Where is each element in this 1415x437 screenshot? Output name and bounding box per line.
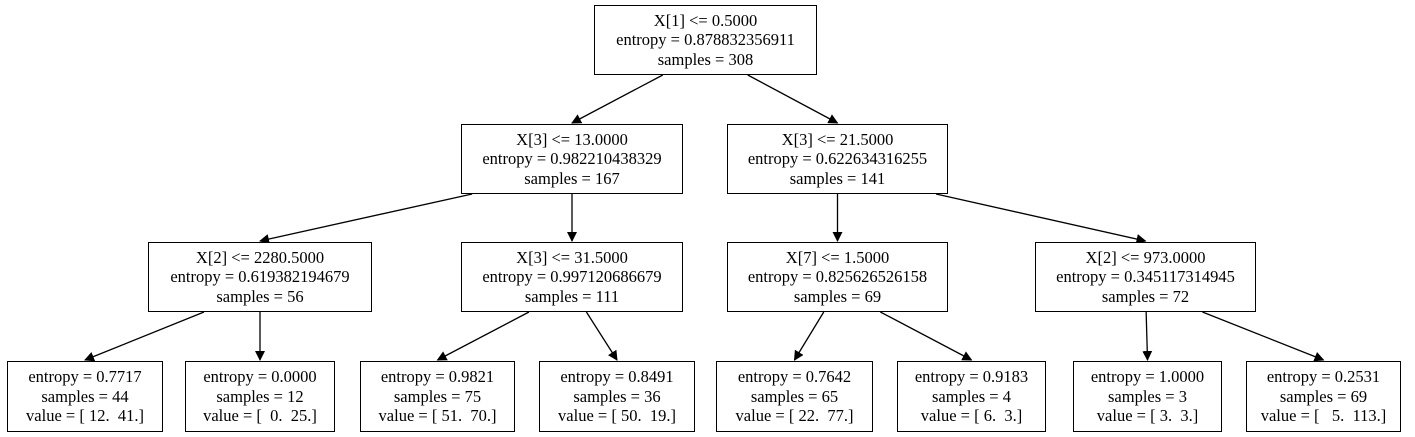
node-line: entropy = 0.8491 <box>560 367 674 387</box>
tree-node-n11: entropy = 0.7642 samples = 65 value = [ 22… <box>716 361 873 432</box>
edge-n3-n7 <box>84 311 205 362</box>
tree-node-n8: entropy = 0.0000 samples = 12 value = [ 0.… <box>185 361 335 432</box>
node-line: samples = 308 <box>657 49 754 69</box>
node-line: X[1] <= 0.5000 <box>653 10 758 30</box>
node-line: entropy = 0.7717 <box>28 367 142 387</box>
node-line: value = [ 22. 77.] <box>735 406 854 426</box>
node-line: samples = 4 <box>932 386 1011 406</box>
edge-n2-n6 <box>935 193 1147 244</box>
node-line: entropy = 0.825626526158 <box>747 267 928 287</box>
node-line: samples = 65 <box>750 386 839 406</box>
node-line: value = [ 12. 41.] <box>26 406 144 426</box>
node-line: samples = 44 <box>41 386 129 406</box>
tree-node-n5: X[7] <= 1.5000 entropy = 0.825626526158 sa… <box>727 242 948 312</box>
node-line: value = [ 6. 3.] <box>920 406 1023 426</box>
node-line: entropy = 0.619382194679 <box>170 267 350 287</box>
tree-node-n7: entropy = 0.7717 samples = 44 value = [ 12… <box>7 361 163 432</box>
node-line: samples = 111 <box>524 286 620 306</box>
node-line: X[7] <= 1.5000 <box>785 247 890 267</box>
node-line: entropy = 0.0000 <box>203 367 317 387</box>
node-line: samples = 75 <box>393 386 482 406</box>
node-line: X[3] <= 21.5000 <box>781 129 894 149</box>
node-line: samples = 69 <box>793 286 882 306</box>
node-line: entropy = 0.345117314945 <box>1056 267 1235 287</box>
node-line: samples = 72 <box>1101 286 1190 306</box>
node-line: entropy = 0.2531 <box>1266 367 1381 387</box>
tree-node-n0: X[1] <= 0.5000 entropy = 0.878832356911 sa… <box>594 5 817 75</box>
tree-node-n10: entropy = 0.8491 samples = 36 value = [ 50… <box>539 361 695 432</box>
node-line: entropy = 1.0000 <box>1090 367 1205 387</box>
node-line: X[2] <= 2280.5000 <box>195 247 325 267</box>
edge-n6-n13 <box>1142 311 1153 361</box>
node-line: samples = 69 <box>1279 386 1368 406</box>
tree-node-n6: X[2] <= 973.0000 entropy = 0.345117314945… <box>1035 242 1256 312</box>
node-line: entropy = 0.9183 <box>914 367 1029 387</box>
edge-n4-n9 <box>436 311 530 361</box>
edge-n0-n2 <box>747 74 839 124</box>
node-line: entropy = 0.7642 <box>737 367 852 387</box>
node-line: samples = 12 <box>216 386 304 406</box>
node-line: value = [ 51. 70.] <box>378 406 497 426</box>
edge-n4-n10 <box>585 311 618 361</box>
edge-n0-n1 <box>571 74 664 124</box>
node-line: samples = 167 <box>524 168 620 188</box>
tree-node-n13: entropy = 1.0000 samples = 3 value = [ 3. … <box>1073 361 1222 432</box>
edge-n5-n12 <box>880 311 973 361</box>
node-line: entropy = 0.982210438329 <box>482 149 662 169</box>
tree-node-n9: entropy = 0.9821 samples = 75 value = [ 51… <box>360 361 515 432</box>
edge-n6-n14 <box>1202 311 1325 362</box>
tree-node-n2: X[3] <= 21.5000 entropy = 0.622634316255 s… <box>727 124 948 194</box>
node-line: samples = 141 <box>789 168 886 188</box>
node-line: value = [ 50. 19.] <box>558 406 676 426</box>
edge-n5-n11 <box>793 311 825 361</box>
edge-n1-n3 <box>259 193 473 244</box>
node-line: samples = 36 <box>573 386 661 406</box>
tree-node-n14: entropy = 0.2531 samples = 69 value = [ 5.… <box>1246 361 1401 432</box>
tree-node-n1: X[3] <= 13.0000 entropy = 0.982210438329 s… <box>461 124 683 194</box>
tree-node-n12: entropy = 0.9183 samples = 4 value = [ 6. … <box>897 361 1046 432</box>
node-line: value = [ 0. 25.] <box>203 406 317 426</box>
node-line: value = [ 3. 3.] <box>1096 406 1199 426</box>
node-line: entropy = 0.997120686679 <box>482 267 662 287</box>
node-line: entropy = 0.878832356911 <box>616 30 795 50</box>
node-line: samples = 56 <box>216 286 304 306</box>
node-line: entropy = 0.622634316255 <box>747 149 928 169</box>
tree-node-n4: X[3] <= 31.5000 entropy = 0.997120686679 s… <box>461 242 683 312</box>
tree-node-n3: X[2] <= 2280.5000 entropy = 0.61938219467… <box>148 242 372 312</box>
node-line: X[3] <= 13.0000 <box>516 129 628 149</box>
node-line: value = [ 5. 113.] <box>1260 406 1387 426</box>
node-line: entropy = 0.9821 <box>380 367 495 387</box>
node-line: samples = 3 <box>1108 386 1187 406</box>
node-line: X[2] <= 973.0000 <box>1085 247 1206 267</box>
node-line: X[3] <= 31.5000 <box>516 247 628 267</box>
